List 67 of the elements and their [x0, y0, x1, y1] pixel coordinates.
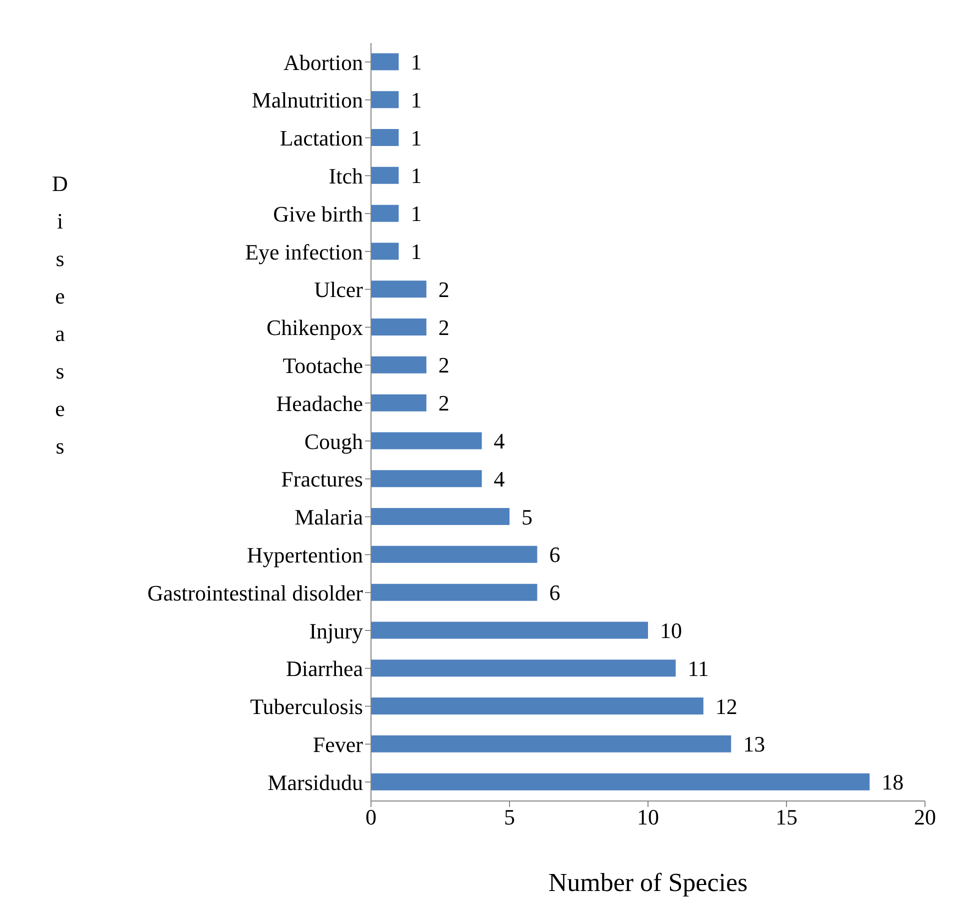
data-label: 1 — [410, 50, 422, 75]
bar — [371, 432, 482, 450]
y-tick-label: Cough — [304, 428, 363, 454]
y-tick-label: Give birth — [273, 201, 363, 226]
y-tick-label: Tuberculosis — [250, 694, 363, 720]
y-tick-label: Diarrhea — [286, 656, 364, 682]
y-tick-label: Itch — [328, 163, 363, 188]
data-label: 1 — [410, 87, 422, 112]
y-axis-title: Diseases — [52, 170, 68, 458]
data-label: 2 — [438, 314, 450, 340]
data-label: 1 — [410, 163, 422, 188]
y-tick-label: Ulcer — [314, 277, 364, 302]
bar — [371, 508, 510, 526]
y-tick-label: Tootache — [282, 352, 363, 378]
bar — [371, 773, 870, 790]
y-tick-label: Hypertention — [246, 542, 363, 568]
x-tick-label: 5 — [504, 804, 515, 830]
y-tick-label: Fractures — [281, 466, 363, 492]
bar — [371, 394, 426, 412]
y-tick-label: Chikenpox — [266, 315, 363, 340]
bar — [371, 698, 704, 715]
data-label: 1 — [410, 125, 422, 150]
data-label: 2 — [438, 352, 450, 378]
y-tick-label: Eye infection — [245, 239, 363, 264]
data-label: 2 — [438, 390, 450, 416]
data-label: 11 — [688, 656, 709, 681]
bar — [371, 470, 482, 488]
bar — [371, 166, 399, 184]
bar — [371, 129, 399, 146]
bar — [371, 91, 399, 108]
data-label: 5 — [522, 504, 532, 530]
data-label: 10 — [660, 618, 682, 644]
y-tick-label: Headache — [276, 390, 363, 416]
y-tick-label: Lactation — [280, 126, 363, 151]
x-tick-label: 15 — [776, 804, 798, 830]
data-label: 2 — [438, 276, 450, 302]
bar — [371, 660, 676, 677]
data-label: 12 — [715, 694, 738, 719]
bar — [371, 242, 399, 260]
data-label: 4 — [494, 428, 505, 454]
y-tick-label: Abortion — [284, 50, 363, 75]
y-tick-label: Fever — [312, 732, 364, 757]
data-label: 1 — [410, 201, 422, 226]
bar — [371, 280, 426, 298]
y-tick-label: Marsidudu — [268, 770, 363, 795]
y-tick-label: Malaria — [294, 504, 364, 530]
bar — [371, 584, 538, 601]
bar — [371, 622, 648, 639]
bar — [371, 735, 732, 752]
bar — [371, 318, 426, 336]
x-axis-title: Number of Species — [548, 868, 748, 897]
x-tick-label: 20 — [914, 804, 936, 830]
y-tick-label: Gastrointestinal disolder — [147, 580, 364, 606]
x-tick-label: 10 — [637, 804, 659, 830]
data-label: 1 — [410, 239, 422, 264]
data-label: 6 — [549, 580, 560, 606]
data-label: 6 — [549, 542, 560, 568]
data-label: 13 — [743, 732, 766, 757]
y-tick-label: Injury — [309, 618, 363, 644]
bar — [371, 53, 399, 70]
bar — [371, 546, 538, 563]
bar — [371, 204, 399, 222]
y-tick-label: Malnutrition — [252, 88, 363, 113]
bar — [371, 356, 426, 374]
data-label: 4 — [494, 466, 505, 492]
x-tick-label: 0 — [366, 804, 376, 830]
data-label: 18 — [882, 770, 904, 795]
